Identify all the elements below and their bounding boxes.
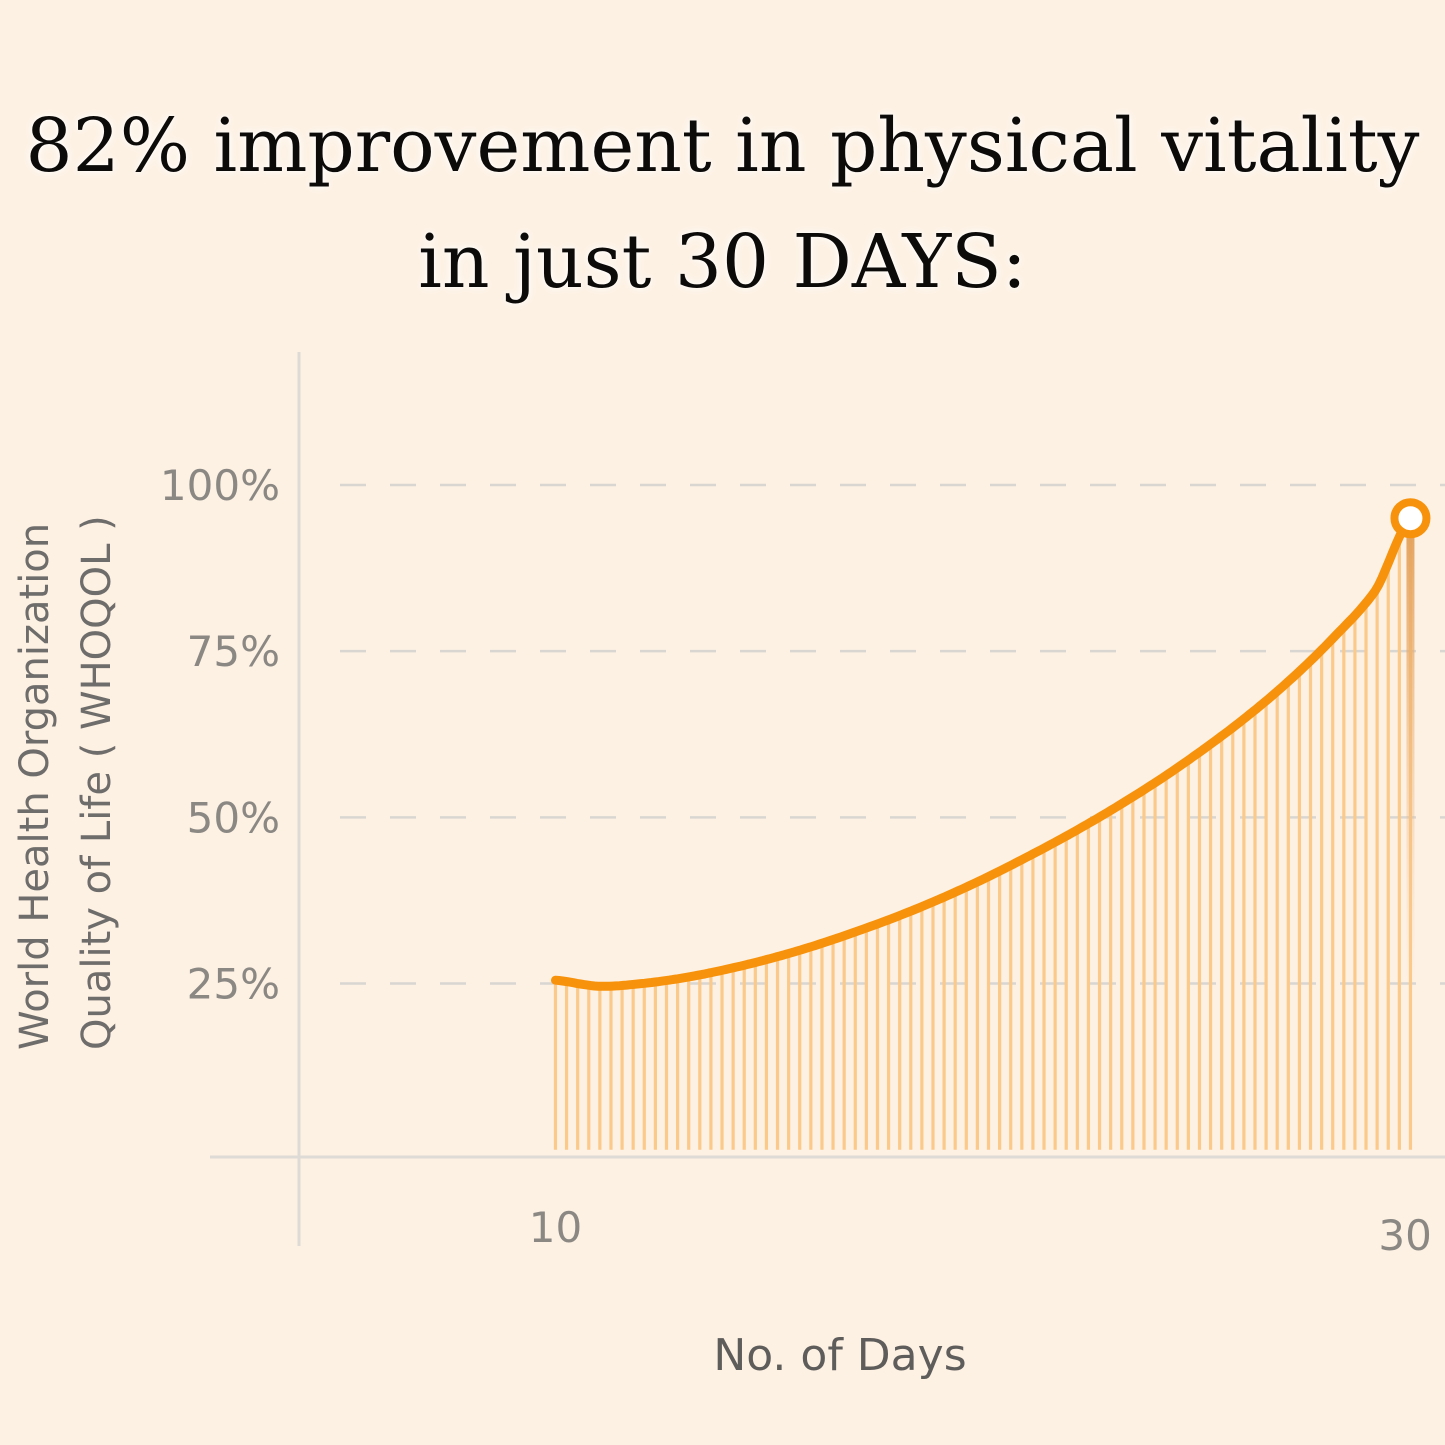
y-tick-label-25: 25% bbox=[187, 960, 280, 1009]
x-tick-label-30: 30 bbox=[1378, 1211, 1431, 1260]
endpoint-drop-line bbox=[1406, 518, 1415, 984]
y-tick-label-50: 50% bbox=[187, 793, 280, 842]
chart-title: 82% improvement in physical vitality in … bbox=[0, 88, 1445, 320]
y-tick-label-75: 75% bbox=[187, 627, 280, 676]
title-line-2: in just 30 DAYS: bbox=[418, 219, 1027, 305]
endpoint-marker bbox=[1390, 498, 1431, 539]
y-tick-label-100: 100% bbox=[160, 461, 280, 510]
series-line-whoqol bbox=[551, 513, 1415, 991]
y-axis-label-line-1: World Health Organization bbox=[12, 523, 58, 1050]
x-axis-label: No. of Days bbox=[713, 1330, 966, 1381]
x-tick-label-10: 10 bbox=[529, 1203, 582, 1252]
title-line-1: 82% improvement in physical vitality bbox=[25, 103, 1420, 189]
y-axis-label-line-2: Quality of Life ( WHOQOL ) bbox=[74, 515, 120, 1050]
